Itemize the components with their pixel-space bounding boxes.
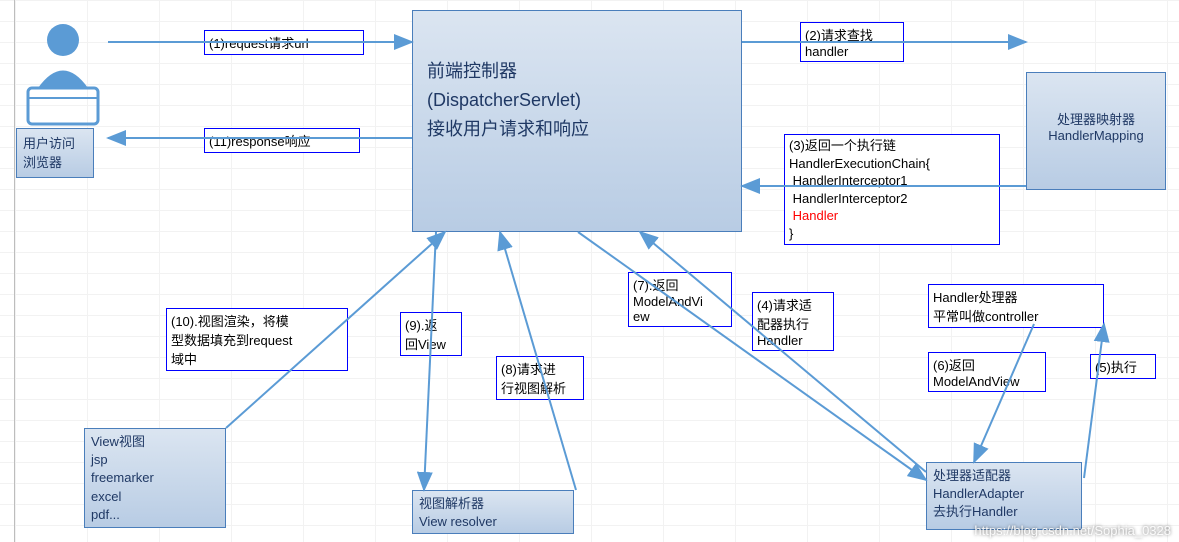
label-9: (9).返 回View xyxy=(400,312,462,356)
view-resolver-node: 视图解析器 View resolver xyxy=(412,490,574,534)
label-10: (10).视图渲染，将模 型数据填充到request 域中 xyxy=(166,308,348,371)
row-header-guide xyxy=(0,0,15,542)
label-7: (7).返回 ModelAndVi ew xyxy=(628,272,732,327)
label-1: (1)request请求url xyxy=(204,30,364,55)
label-5: (5)执行 xyxy=(1090,354,1156,379)
handler-label: Handler处理器 平常叫做controller xyxy=(928,284,1104,328)
label-3: (3)返回一个执行链HandlerExecutionChain{ Handler… xyxy=(784,134,1000,245)
handler-mapping-node: 处理器映射器 HandlerMapping xyxy=(1026,72,1166,190)
label-8: (8)请求进 行视图解析 xyxy=(496,356,584,400)
label-4: (4)请求适 配器执行 Handler xyxy=(752,292,834,351)
diagram-canvas: 用户访问 浏览器 前端控制器 (DispatcherServlet) 接收用户请… xyxy=(0,0,1179,542)
handler-adapter-node: 处理器适配器 HandlerAdapter 去执行Handler xyxy=(926,462,1082,530)
user-icon xyxy=(18,18,108,128)
label-11: (11)response响应 xyxy=(204,128,360,153)
label-2: (2)请求查找 handler xyxy=(800,22,904,62)
browser-node: 用户访问 浏览器 xyxy=(16,128,94,178)
dispatcher-node: 前端控制器 (DispatcherServlet) 接收用户请求和响应 xyxy=(412,10,742,232)
view-node: View视图 jsp freemarker excel pdf... xyxy=(84,428,226,528)
label-6: (6)返回 ModelAndView xyxy=(928,352,1046,392)
